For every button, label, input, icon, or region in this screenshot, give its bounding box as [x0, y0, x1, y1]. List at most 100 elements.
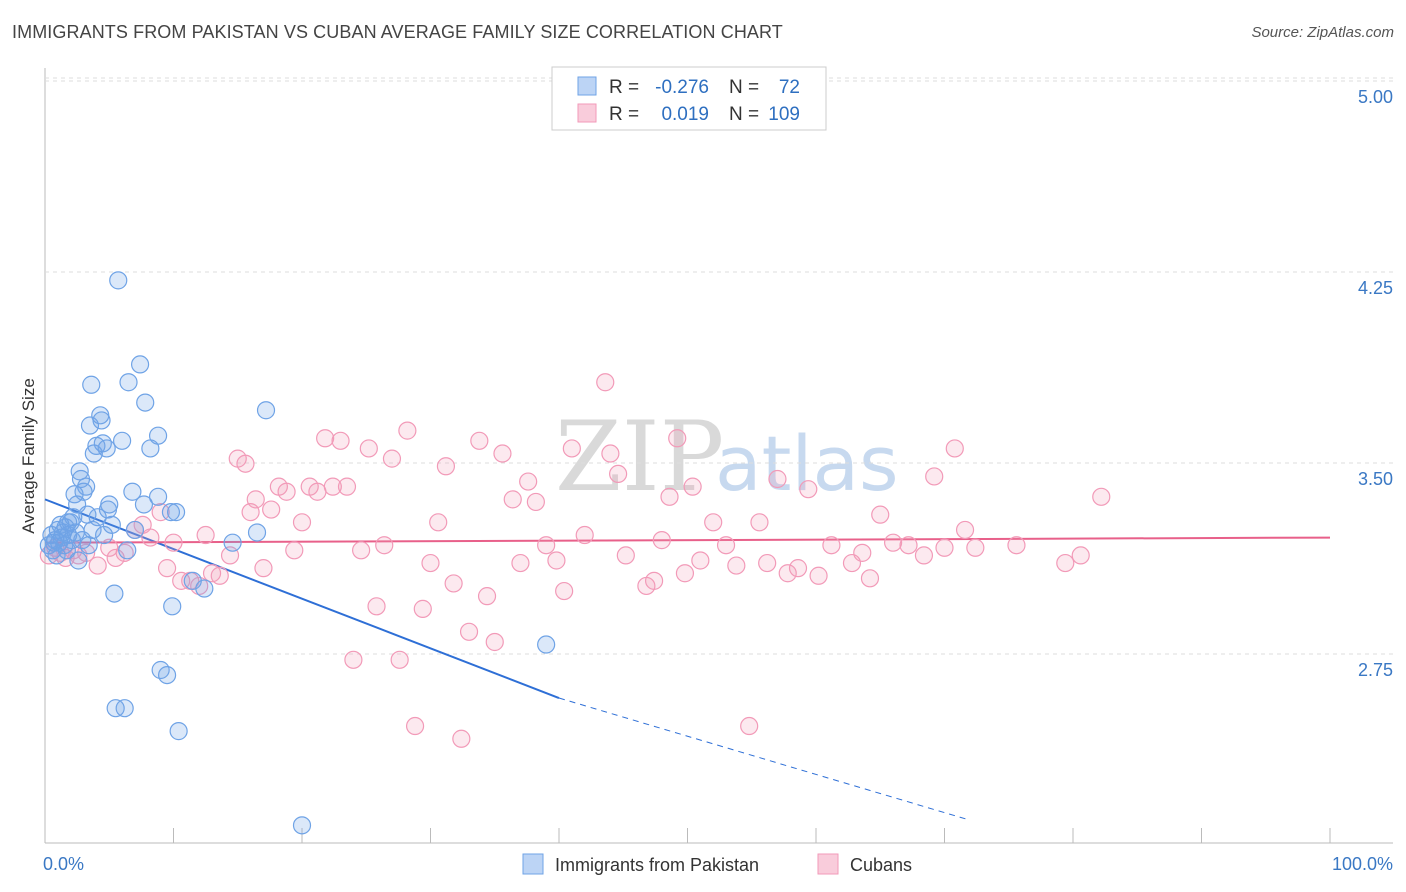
point-cubans-102: [945, 439, 964, 458]
point-cubans-57: [477, 587, 497, 606]
x-tick-label-min: 0.0%: [43, 854, 84, 874]
point-cubans-65: [547, 551, 566, 570]
point-cubans-28: [254, 559, 273, 578]
point-cubans-20: [196, 525, 215, 545]
point-cubans-47: [398, 421, 417, 440]
gridlines: [45, 77, 1393, 655]
point-cubans-10: [115, 543, 134, 562]
point-pakistan-33: [95, 525, 114, 545]
point-cubans-72: [616, 546, 635, 565]
point-cubans-98: [899, 536, 918, 555]
point-cubans-64: [537, 536, 556, 555]
chart-title: IMMIGRANTS FROM PAKISTAN VS CUBAN AVERAG…: [12, 22, 783, 42]
point-cubans-105: [1007, 536, 1026, 555]
point-cubans-71: [609, 464, 628, 484]
point-cubans-106: [1056, 553, 1075, 573]
point-pakistan-36: [102, 515, 121, 534]
point-cubans-39: [337, 477, 357, 496]
point-cubans-53: [444, 574, 463, 593]
point-pakistan-31: [92, 411, 111, 430]
legend-r-value-1: -0.276: [655, 77, 709, 98]
trend-line-pakistan-extrapolated: [558, 697, 971, 821]
trend-line-pakistan: [44, 498, 560, 699]
point-cubans-13: [141, 528, 160, 547]
y-tick-label-2: 4.25: [1358, 278, 1393, 298]
point-cubans-29: [262, 500, 281, 519]
point-cubans-44: [375, 536, 394, 555]
point-cubans-45: [382, 449, 402, 468]
point-cubans-79: [683, 477, 702, 496]
series-cubans: [39, 373, 1111, 748]
bottom-legend-swatch-pakistan: [522, 853, 544, 875]
point-cubans-35: [308, 482, 327, 501]
point-pakistan-39: [112, 431, 132, 450]
point-cubans-75: [652, 531, 671, 550]
point-cubans-104: [966, 538, 985, 557]
point-pakistan-43: [125, 520, 145, 540]
point-pakistan-65: [53, 523, 73, 542]
y-tick-labels: 2.75 3.50 4.25 5.00: [1358, 87, 1393, 680]
watermark-zip: ZIP: [555, 401, 724, 513]
point-cubans-87: [768, 469, 787, 489]
point-cubans-43: [367, 597, 386, 616]
point-cubans-100: [925, 467, 944, 486]
point-pakistan-54: [166, 503, 186, 522]
point-pakistan-62: [59, 513, 78, 532]
point-cubans-95: [860, 569, 880, 588]
point-cubans-15: [157, 559, 177, 578]
point-pakistan-67: [537, 635, 556, 654]
point-cubans-32: [285, 541, 304, 560]
point-cubans-27: [246, 490, 265, 509]
point-cubans-36: [316, 429, 335, 448]
source-label: Source: ZipAtlas.com: [1251, 24, 1394, 41]
point-cubans-42: [359, 439, 378, 458]
legend-n-label-2: N =: [729, 104, 759, 125]
point-cubans-67: [562, 439, 581, 458]
point-cubans-77: [668, 429, 687, 448]
point-pakistan-60: [109, 271, 128, 290]
point-cubans-55: [459, 622, 479, 641]
point-cubans-107: [1071, 546, 1090, 565]
point-cubans-25: [236, 454, 255, 473]
point-pakistan-18: [69, 551, 88, 570]
point-cubans-99: [914, 546, 934, 565]
point-pakistan-70: [118, 541, 137, 560]
point-pakistan-55: [169, 722, 188, 741]
point-pakistan-34: [97, 439, 116, 458]
x-tick-label-max: 100.0%: [1332, 854, 1393, 874]
point-cubans-92: [822, 536, 841, 555]
point-cubans-59: [493, 444, 512, 463]
legend-r-value-2: 0.019: [661, 104, 709, 125]
point-pakistan-44: [130, 355, 150, 374]
legend-r-label-2: R =: [609, 104, 639, 125]
point-cubans-58: [485, 632, 504, 652]
legend-swatch-pakistan: [577, 76, 597, 96]
trend-line-cubans: [44, 536, 1331, 544]
point-cubans-22: [210, 566, 229, 585]
point-cubans-63: [526, 492, 545, 512]
legend-n-label-1: N =: [729, 77, 759, 98]
legend-n-value-2: 109: [768, 104, 800, 125]
point-pakistan-49: [148, 487, 168, 506]
series-legend: Immigrants from Pakistan Cubans: [522, 853, 912, 875]
legend-swatch-cubans: [577, 103, 597, 123]
point-pakistan-48: [148, 426, 168, 445]
point-cubans-16: [164, 533, 183, 552]
point-cubans-96: [871, 505, 890, 524]
y-tick-label-1: 3.50: [1358, 469, 1393, 489]
point-cubans-82: [716, 536, 736, 555]
point-pakistan-57: [195, 579, 214, 598]
point-cubans-14: [151, 503, 170, 522]
point-cubans-83: [727, 556, 746, 575]
point-cubans-85: [750, 513, 769, 532]
point-pakistan-45: [134, 495, 154, 514]
point-cubans-88: [778, 564, 797, 583]
point-cubans-54: [452, 729, 471, 748]
point-cubans-62: [519, 472, 538, 491]
point-pakistan-58: [223, 533, 242, 552]
legend-n-value-1: 72: [779, 77, 800, 98]
point-cubans-70: [601, 444, 620, 463]
point-pakistan-71: [98, 500, 118, 519]
point-cubans-61: [511, 553, 530, 573]
